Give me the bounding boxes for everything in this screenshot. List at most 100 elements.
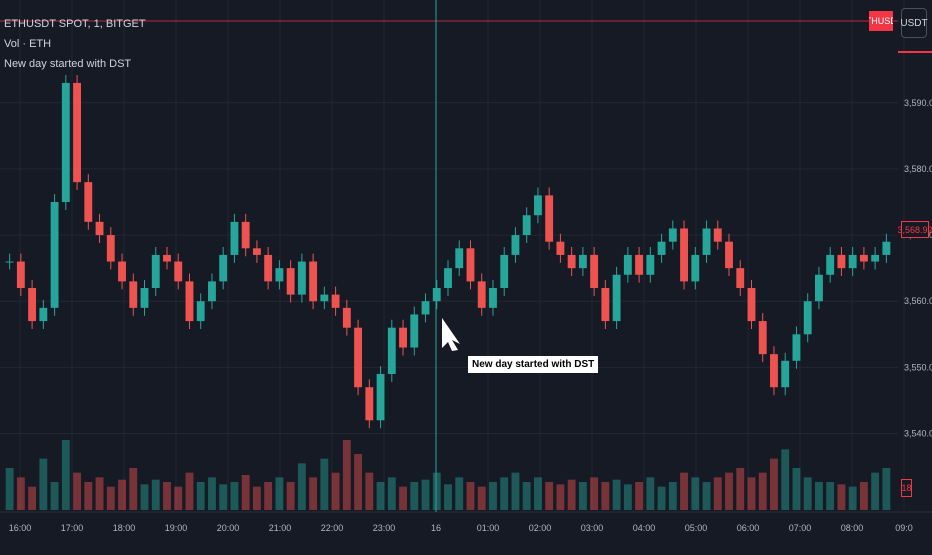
volume-bar — [387, 477, 396, 510]
candle-body — [376, 374, 385, 421]
candle — [826, 246, 835, 283]
volume-bar — [837, 484, 846, 510]
candle — [50, 194, 59, 316]
candle — [601, 280, 610, 330]
candle — [219, 246, 228, 290]
volume-bar — [500, 477, 509, 510]
candle — [399, 319, 407, 356]
candle — [208, 273, 216, 310]
chart-overlay — [0, 0, 932, 512]
candle — [590, 246, 599, 296]
time-label: 06:00 — [737, 523, 760, 533]
time-label: 17:00 — [61, 523, 84, 533]
volume-bar — [747, 477, 756, 510]
volume-bar — [174, 486, 183, 510]
volume-bar — [309, 477, 318, 510]
symbol-legend[interactable]: ETHUSDT SPOT, 1, BITGET — [4, 18, 146, 30]
candles — [5, 74, 891, 429]
candle-body — [623, 254, 632, 275]
volume-bar — [320, 458, 329, 510]
volume-bar — [803, 477, 812, 510]
candle-body — [725, 241, 733, 269]
candle — [432, 280, 441, 310]
candle — [5, 253, 14, 270]
volume-bar — [163, 482, 171, 510]
grid-lines — [0, 0, 932, 513]
time-label: 05:00 — [685, 523, 708, 533]
candle — [106, 227, 115, 270]
volume-bar — [859, 482, 868, 510]
volume-bar — [230, 482, 239, 510]
candle-body — [50, 202, 59, 308]
volume-bar — [5, 468, 14, 510]
candle-body — [601, 288, 610, 322]
candle-body — [837, 254, 846, 269]
volume-bar — [140, 484, 149, 510]
candle — [230, 213, 239, 263]
candle — [151, 246, 160, 296]
candle — [533, 187, 542, 224]
candle — [803, 293, 812, 343]
candle-body — [612, 274, 621, 322]
last-price-badge: 3,568.92 — [897, 221, 932, 238]
volume-bar — [702, 482, 711, 510]
volume-bar — [365, 472, 374, 510]
annotation-label[interactable]: New day started with DST — [468, 356, 599, 373]
candle-body — [16, 261, 25, 288]
candle-body — [309, 261, 318, 302]
time-label: 18:00 — [113, 523, 136, 533]
candle — [118, 253, 126, 290]
candle — [702, 220, 711, 263]
volume-bar — [477, 486, 486, 510]
volume-bar — [84, 482, 93, 510]
candle — [140, 280, 149, 316]
price-scale-label: 3,590.00 — [904, 98, 932, 108]
candle-body — [803, 301, 812, 335]
candle-body — [331, 294, 340, 308]
candle — [73, 74, 81, 191]
volume-bar — [185, 472, 194, 510]
candle-body — [95, 221, 104, 236]
currency-button[interactable]: USDT — [900, 8, 928, 38]
volume-legend[interactable]: Vol · ETH — [4, 38, 52, 50]
candle — [736, 260, 745, 296]
candle-body — [815, 274, 823, 302]
price-scale[interactable]: 3,590.003,580.003,570.003,560.003,550.00… — [904, 98, 932, 439]
candle — [747, 280, 756, 330]
volume-bar — [691, 477, 700, 510]
candle — [522, 207, 531, 244]
time-label: 07:00 — [789, 523, 812, 533]
candle-body — [646, 254, 655, 275]
time-label: 16 — [431, 523, 441, 533]
volume-bar — [73, 472, 81, 510]
candle-body — [174, 261, 183, 282]
candle-body — [73, 82, 81, 183]
volume-badge: 18 — [901, 479, 912, 497]
volume-bar — [275, 477, 284, 510]
volume-bar — [28, 486, 37, 510]
candle — [376, 366, 385, 429]
volume-bar — [61, 440, 70, 510]
volume-bar — [758, 472, 767, 510]
candle — [342, 299, 351, 336]
candle — [39, 299, 48, 330]
volume-bar — [410, 482, 419, 510]
candle-body — [882, 241, 891, 255]
indicator-legend[interactable]: New day started with DST — [4, 58, 132, 70]
candle-body — [792, 334, 801, 361]
candle-body — [365, 387, 374, 421]
volume-bar — [50, 482, 59, 510]
candle-body — [702, 228, 711, 255]
candle-body — [275, 268, 284, 282]
volume-bar — [354, 454, 363, 510]
time-scale[interactable]: 16:00 17:00 18:00 19:00 20:00 21:00 22:00 23:00… — [9, 523, 913, 533]
candle — [455, 240, 464, 277]
candle-body — [848, 254, 857, 269]
volume-bar — [646, 477, 655, 510]
candle-body — [713, 228, 722, 242]
candle — [770, 346, 778, 396]
candle-body — [151, 254, 160, 288]
candle-body — [691, 254, 700, 282]
